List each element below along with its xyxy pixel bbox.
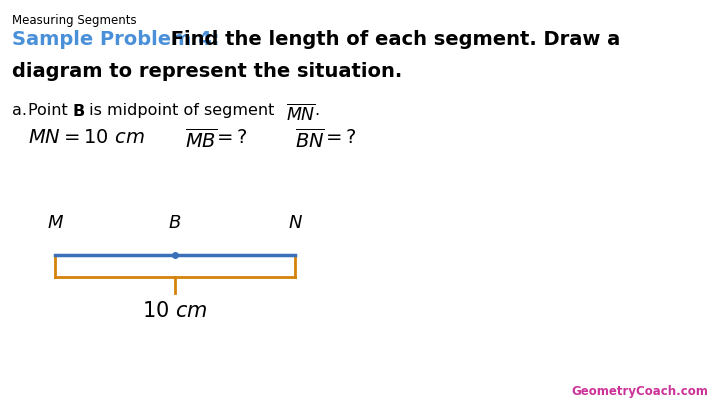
Text: .: . bbox=[314, 103, 319, 118]
Text: Measuring Segments: Measuring Segments bbox=[12, 14, 137, 27]
Text: B: B bbox=[168, 214, 181, 232]
Text: a.: a. bbox=[12, 103, 27, 118]
Text: $= ?$: $= ?$ bbox=[213, 128, 248, 147]
Text: $= ?$: $= ?$ bbox=[322, 128, 357, 147]
Text: $\mathit{\mathbf{B}}$: $\mathit{\mathbf{B}}$ bbox=[72, 103, 85, 119]
Text: Point: Point bbox=[28, 103, 73, 118]
Text: $\overline{MB}$: $\overline{MB}$ bbox=[185, 128, 217, 151]
Text: $MN = 10\ cm$: $MN = 10\ cm$ bbox=[28, 128, 145, 147]
Text: $10\ cm$: $10\ cm$ bbox=[142, 301, 208, 321]
Text: diagram to represent the situation.: diagram to represent the situation. bbox=[12, 62, 402, 81]
Text: is midpoint of segment: is midpoint of segment bbox=[84, 103, 279, 118]
Text: GeometryCoach.com: GeometryCoach.com bbox=[571, 385, 708, 398]
Text: Sample Problem 4:: Sample Problem 4: bbox=[12, 30, 220, 49]
Text: Find the length of each segment. Draw a: Find the length of each segment. Draw a bbox=[164, 30, 620, 49]
Text: $\overline{BN}$: $\overline{BN}$ bbox=[295, 128, 325, 151]
Text: M: M bbox=[48, 214, 63, 232]
Text: N: N bbox=[288, 214, 302, 232]
Text: $\overline{MN}$: $\overline{MN}$ bbox=[286, 103, 316, 124]
